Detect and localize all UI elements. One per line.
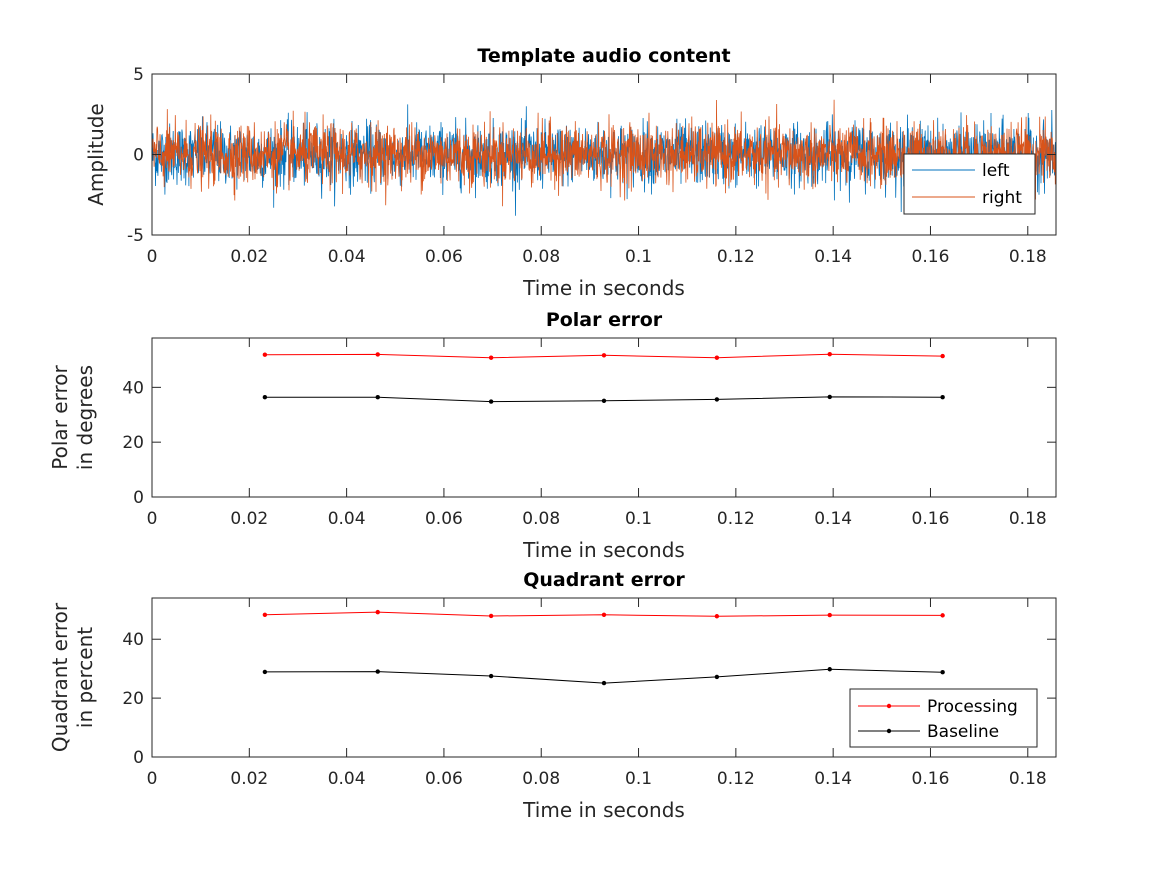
chart-title: Polar error: [546, 309, 663, 331]
data-point: [940, 353, 945, 359]
legend-box: [903, 153, 1036, 215]
y-tick-label: 40: [122, 378, 144, 398]
legend: left right: [903, 153, 1036, 215]
x-tick-label: 0.14: [814, 247, 852, 267]
x-tick-label: 0.04: [328, 769, 366, 789]
data-point: [601, 353, 607, 358]
data-point: [488, 613, 494, 619]
data-point: [262, 352, 268, 357]
x-tick-label: 0.12: [717, 509, 755, 529]
y-tick-label: 0: [133, 748, 144, 768]
y-axis-label: in degrees: [73, 365, 97, 470]
x-tick-label: 0.08: [522, 769, 560, 789]
data-point: [375, 352, 380, 357]
data-point: [714, 355, 720, 360]
x-tick-label: 0.12: [717, 247, 755, 267]
y-axis-label: Amplitude: [84, 103, 108, 206]
y-tick-label: 0: [133, 146, 144, 166]
data-point: [601, 398, 607, 403]
data-point: [488, 355, 494, 360]
data-point: [375, 395, 380, 400]
data-point: [375, 669, 380, 674]
x-tick-label: 0.18: [1009, 247, 1047, 267]
x-tick-label: 0.14: [814, 509, 852, 529]
data-point: [940, 395, 945, 400]
legend-label: right: [982, 188, 1022, 208]
x-tick-label: 0.02: [230, 247, 268, 267]
x-tick-label: 0.1: [625, 509, 652, 529]
x-tick-label: 0.1: [625, 247, 652, 267]
x-tick-label: 0.04: [328, 247, 366, 267]
data-point: [601, 612, 607, 617]
data-point: [714, 397, 720, 402]
legend-box: [849, 688, 1038, 748]
x-tick-label: 0.16: [912, 247, 950, 267]
data-point: [375, 609, 380, 615]
x-axis-label: Time in seconds: [522, 538, 685, 562]
data-point: [827, 351, 832, 357]
x-tick-label: 0.12: [717, 769, 755, 789]
x-tick-label: 0.14: [814, 769, 852, 789]
x-tick-label: 0.08: [522, 509, 560, 529]
x-tick-label: 0.02: [230, 509, 268, 529]
data-point: [262, 612, 268, 617]
legend-label: Baseline: [927, 722, 999, 742]
y-axis-label: in percent: [73, 627, 97, 728]
x-tick-label: 0: [147, 769, 158, 789]
legend-marker: [886, 728, 892, 734]
data-point: [601, 680, 607, 686]
data-point: [262, 669, 268, 675]
chart-title: Template audio content: [477, 45, 730, 67]
data-point: [940, 613, 945, 618]
legend-label: Processing: [927, 697, 1018, 717]
y-tick-label: 20: [122, 689, 144, 709]
x-tick-label: 0: [147, 509, 158, 529]
y-tick-label: 5: [133, 65, 144, 85]
x-axis-label: Time in seconds: [522, 798, 685, 822]
x-tick-label: 0.16: [912, 509, 950, 529]
x-tick-label: 0.04: [328, 509, 366, 529]
y-tick-label: 40: [122, 630, 144, 650]
y-tick-label: 0: [133, 488, 144, 508]
subplot-3: 0 0.02 0.04 0.06 0.08 0.1 0.12 0.14 0.16 0.18 0 20 4…: [48, 569, 1057, 822]
legend-marker: [886, 703, 892, 709]
y-tick-label: 20: [122, 433, 144, 453]
data-point: [827, 394, 832, 400]
data-point: [488, 673, 494, 679]
x-tick-label: 0.06: [425, 247, 463, 267]
x-tick-label: 0.18: [1009, 769, 1047, 789]
y-axis-label: Polar error: [48, 365, 72, 470]
x-tick-label: 0.18: [1009, 509, 1047, 529]
x-tick-label: 0.1: [625, 769, 652, 789]
legend: Processing Baseline: [849, 688, 1038, 748]
x-tick-label: 0: [147, 247, 158, 267]
x-tick-label: 0.02: [230, 769, 268, 789]
x-tick-label: 0.16: [912, 769, 950, 789]
subplot-2: 0 0.02 0.04 0.06 0.08 0.1 0.12 0.14 0.16 0.18 0 20 4…: [48, 309, 1057, 562]
x-tick-label: 0.08: [522, 247, 560, 267]
y-tick-label: -5: [127, 226, 144, 246]
x-tick-label: 0.06: [425, 509, 463, 529]
data-point: [714, 674, 720, 680]
legend-label: left: [982, 161, 1010, 181]
subplot-1: 0 0.02 0.04 0.06 0.08 0.1 0.12 0.14 0.16 0.18-505…: [84, 45, 1057, 300]
data-point: [488, 399, 494, 404]
axes-box: [151, 337, 1057, 498]
x-tick-label: 0.06: [425, 769, 463, 789]
data-point: [827, 612, 832, 618]
x-axis-label: Time in seconds: [522, 276, 685, 300]
data-point: [714, 614, 720, 619]
data-point: [940, 670, 945, 675]
data-point: [827, 667, 832, 672]
chart-title: Quadrant error: [523, 569, 685, 591]
axes-box: [151, 597, 1057, 758]
y-axis-label: Quadrant error: [48, 602, 72, 752]
data-point: [262, 395, 268, 400]
